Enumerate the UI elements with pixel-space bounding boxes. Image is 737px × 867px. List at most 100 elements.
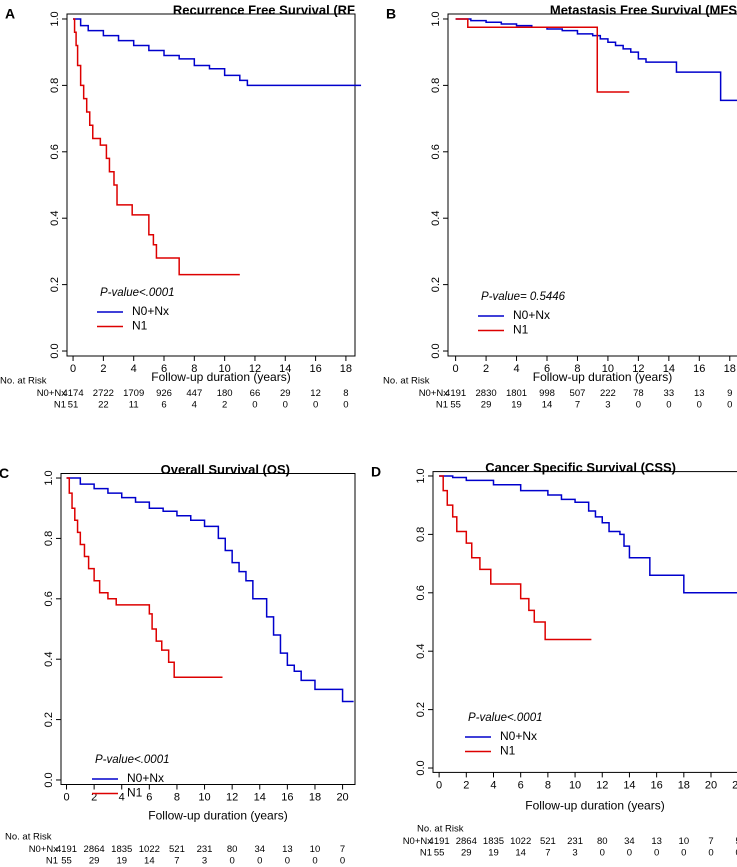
risk-count: 1022 bbox=[510, 836, 531, 847]
chart-title: Overall Survival (OS) bbox=[161, 462, 290, 477]
x-tick-label: 4 bbox=[131, 363, 137, 375]
risk-count: 231 bbox=[197, 844, 213, 855]
risk-count: 51 bbox=[68, 400, 79, 411]
x-tick-label: 14 bbox=[254, 791, 266, 803]
y-tick-label: 0.4 bbox=[415, 644, 427, 659]
risk-count: 926 bbox=[156, 388, 172, 399]
risk-count: 19 bbox=[116, 856, 127, 867]
y-tick-label: 1.0 bbox=[430, 11, 442, 26]
risk-count: 29 bbox=[280, 388, 291, 399]
x-tick-label: 20 bbox=[336, 791, 348, 803]
legend-label: N0+Nx bbox=[513, 308, 550, 322]
y-tick-label: 0.0 bbox=[43, 772, 55, 787]
x-tick-label: 0 bbox=[453, 363, 459, 375]
risk-count: 222 bbox=[600, 388, 616, 399]
y-tick-label: 0.8 bbox=[43, 531, 55, 546]
risk-count: 2 bbox=[222, 400, 227, 411]
chart-title: Recurrence Free Survival (RF bbox=[173, 2, 355, 17]
risk-count: 1835 bbox=[483, 836, 504, 847]
risk-count: 0 bbox=[313, 400, 318, 411]
legend-label: N0+Nx bbox=[500, 729, 537, 743]
risk-count: 4191 bbox=[56, 844, 77, 855]
risk-count: 0 bbox=[636, 400, 641, 411]
risk-count: 80 bbox=[227, 844, 238, 855]
y-tick-label: 0.2 bbox=[430, 277, 442, 292]
plot-frame bbox=[66, 13, 356, 357]
legend-label: N0+Nx bbox=[127, 771, 164, 785]
x-tick-label: 16 bbox=[693, 363, 705, 375]
x-tick-label: 12 bbox=[226, 791, 238, 803]
risk-count: 0 bbox=[600, 848, 605, 859]
risk-title: No. at Risk bbox=[383, 376, 430, 387]
risk-count: 34 bbox=[624, 836, 635, 847]
risk-count: 0 bbox=[230, 856, 235, 867]
risk-count: 0 bbox=[681, 848, 686, 859]
risk-count: 0 bbox=[312, 856, 317, 867]
y-tick-label: 0.0 bbox=[49, 343, 61, 358]
risk-count: 0 bbox=[736, 848, 737, 859]
y-tick-label: 0.4 bbox=[43, 652, 55, 667]
risk-count: 55 bbox=[61, 856, 72, 867]
risk-count: 2864 bbox=[456, 836, 477, 847]
risk-count: 507 bbox=[570, 388, 586, 399]
risk-count: 1801 bbox=[506, 388, 527, 399]
x-tick-label: 2 bbox=[483, 363, 489, 375]
risk-row-label: N1 bbox=[54, 400, 66, 411]
risk-count: 12 bbox=[310, 388, 321, 399]
y-tick-label: 0.2 bbox=[415, 702, 427, 717]
survival-curve bbox=[66, 477, 223, 679]
x-tick-label: 10 bbox=[569, 779, 581, 791]
risk-count: 34 bbox=[254, 844, 265, 855]
panel-letter: A bbox=[5, 6, 15, 22]
y-tick-label: 0.0 bbox=[415, 760, 427, 775]
panel-letter: C bbox=[0, 465, 9, 481]
risk-count: 78 bbox=[633, 388, 644, 399]
x-tick-label: 14 bbox=[623, 779, 635, 791]
y-tick-label: 0.2 bbox=[49, 277, 61, 292]
p-value: P-value<.0001 bbox=[95, 754, 170, 766]
x-tick-label: 2 bbox=[100, 363, 106, 375]
risk-count: 11 bbox=[129, 400, 139, 411]
x-axis-label: Follow-up duration (years) bbox=[151, 370, 290, 384]
x-tick-label: 10 bbox=[602, 363, 614, 375]
y-tick-label: 0.6 bbox=[430, 144, 442, 159]
risk-count: 1022 bbox=[139, 844, 160, 855]
survival-curve bbox=[455, 18, 737, 102]
x-tick-label: 12 bbox=[596, 779, 608, 791]
risk-count: 0 bbox=[654, 848, 659, 859]
risk-count: 9 bbox=[727, 388, 732, 399]
risk-count: 55 bbox=[434, 848, 445, 859]
risk-count: 29 bbox=[89, 856, 100, 867]
y-tick-label: 0.8 bbox=[430, 78, 442, 93]
legend-label: N1 bbox=[132, 319, 148, 333]
x-tick-label: 16 bbox=[651, 779, 663, 791]
legend-label: N1 bbox=[513, 323, 529, 337]
y-tick-label: 1.0 bbox=[415, 468, 427, 483]
risk-count: 0 bbox=[627, 848, 632, 859]
risk-count: 4191 bbox=[429, 836, 450, 847]
plot-frame bbox=[447, 13, 737, 357]
risk-count: 13 bbox=[694, 388, 705, 399]
risk-count: 0 bbox=[285, 856, 290, 867]
survival-curve bbox=[66, 477, 354, 703]
x-tick-label: 14 bbox=[663, 363, 675, 375]
risk-count: 0 bbox=[727, 400, 732, 411]
survival-curve bbox=[455, 18, 630, 93]
x-tick-label: 6 bbox=[544, 363, 550, 375]
y-tick-label: 0.0 bbox=[430, 343, 442, 358]
x-tick-label: 0 bbox=[63, 791, 69, 803]
risk-count: 14 bbox=[515, 848, 526, 859]
survival-curve bbox=[439, 475, 737, 594]
y-tick-label: 0.6 bbox=[415, 585, 427, 600]
y-tick-label: 0.8 bbox=[49, 78, 61, 93]
x-tick-label: 8 bbox=[191, 363, 197, 375]
x-tick-label: 6 bbox=[161, 363, 167, 375]
risk-count: 0 bbox=[283, 400, 288, 411]
risk-title: No. at Risk bbox=[5, 832, 52, 843]
risk-count: 6 bbox=[161, 400, 166, 411]
risk-count: 0 bbox=[340, 856, 345, 867]
risk-count: 80 bbox=[597, 836, 608, 847]
risk-count: 7 bbox=[340, 844, 345, 855]
x-axis-label: Follow-up duration (years) bbox=[148, 809, 287, 823]
